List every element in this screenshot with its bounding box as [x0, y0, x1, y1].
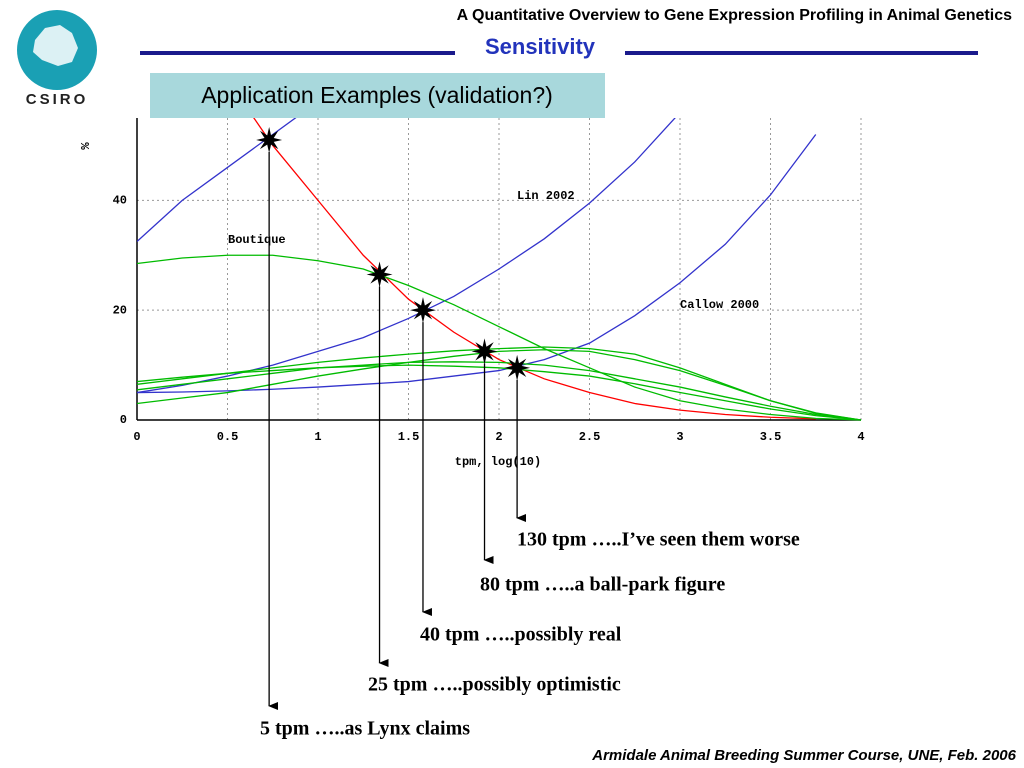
series-line: [137, 134, 817, 394]
x-tick-label: 1: [314, 430, 321, 444]
x-tick-label: 3: [676, 430, 683, 444]
x-tick-label: 0: [133, 430, 140, 444]
callout-label: 5 tpm …..as Lynx claims: [260, 718, 470, 740]
callout-label: 25 tpm …..possibly optimistic: [368, 674, 621, 696]
star-marker: [504, 354, 531, 381]
x-tick-label: 2: [495, 430, 502, 444]
series-line: [137, 118, 676, 394]
header-title: A Quantitative Overview to Gene Expressi…: [457, 7, 1013, 24]
y-tick-label: 0: [120, 413, 127, 427]
callout-label: 40 tpm …..possibly real: [420, 624, 622, 646]
y-tick-label: 40: [113, 194, 127, 208]
star-marker: [471, 338, 498, 365]
series-line: [137, 364, 862, 421]
star-marker: [409, 297, 436, 324]
y-axis-label: %: [79, 142, 93, 150]
subtitle-box: [150, 73, 605, 118]
y-tick-label: 20: [113, 303, 127, 317]
logo-text: CSIRO: [26, 91, 89, 108]
star-marker: [366, 261, 393, 288]
subtitle: Application Examples (validation?): [201, 82, 553, 108]
x-tick-label: 3.5: [760, 430, 782, 444]
x-tick-label: 0.5: [217, 430, 239, 444]
star-marker: [256, 126, 283, 153]
series-line: [137, 346, 862, 421]
series-line: [137, 118, 297, 243]
series-label: Callow 2000: [680, 298, 759, 312]
series-line: [137, 361, 862, 421]
callout-label: 80 tpm …..a ball-park figure: [480, 574, 725, 596]
x-tick-label: 2.5: [579, 430, 601, 444]
series-label: Lin 2002: [517, 189, 575, 203]
series-label: Boutique: [228, 233, 286, 247]
logo: CSIRO: [17, 10, 97, 108]
x-tick-label: 4: [857, 430, 864, 444]
series-line: [137, 349, 862, 421]
series-line: [137, 254, 862, 421]
section-title: Sensitivity: [485, 34, 596, 59]
x-axis-label: tpm, log(10): [455, 455, 541, 469]
footer: Armidale Animal Breeding Summer Course, …: [591, 747, 1016, 764]
callout-label: 130 tpm …..I’ve seen them worse: [517, 529, 800, 551]
x-tick-label: 1.5: [398, 430, 420, 444]
logo-map: [33, 25, 78, 66]
